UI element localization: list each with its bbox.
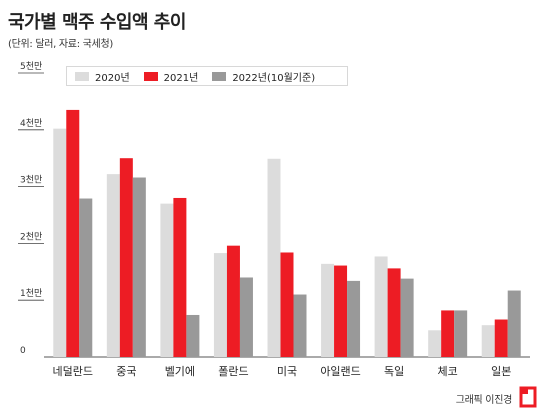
x-tick-label: 네덜란드 bbox=[53, 365, 93, 378]
bar-2022 bbox=[79, 198, 93, 357]
bar-2021 bbox=[387, 268, 401, 357]
y-tick-label: 1천만 bbox=[20, 288, 42, 299]
bar-2021 bbox=[173, 197, 187, 357]
bar-2022 bbox=[132, 177, 146, 357]
legend-swatch-2021 bbox=[143, 71, 158, 81]
y-tick-label: 4천만 bbox=[20, 118, 42, 129]
bar-2020 bbox=[106, 174, 120, 357]
y-tick-label: 3천만 bbox=[20, 175, 42, 186]
legend-item-2021: 2021년 bbox=[143, 69, 199, 84]
legend: 2020년 2021년 2022년(10월기준) bbox=[66, 66, 348, 86]
legend-label-2021: 2021년 bbox=[163, 72, 199, 84]
x-tick-label: 체코 bbox=[438, 365, 458, 378]
bar-2022 bbox=[239, 277, 253, 357]
legend-swatch-2020 bbox=[75, 71, 89, 81]
bar-2022 bbox=[347, 280, 361, 357]
x-tick-label: 폴란드 bbox=[218, 365, 248, 378]
x-tick-label: 미국 bbox=[277, 365, 297, 378]
bar-2020 bbox=[213, 253, 227, 357]
bar-2020 bbox=[53, 128, 67, 357]
bar-2021 bbox=[441, 310, 455, 357]
x-tick-label: 일본 bbox=[491, 364, 511, 378]
bar-2020 bbox=[321, 263, 335, 357]
bar-2020 bbox=[374, 256, 388, 357]
legend-item-2022: 2022년(10월기준) bbox=[212, 69, 315, 84]
x-tick-label: 중국 bbox=[116, 365, 136, 378]
x-tick-label: 벨기에 bbox=[165, 365, 195, 378]
x-tick-label: 아일랜드 bbox=[320, 364, 360, 378]
bar-2021 bbox=[334, 265, 348, 357]
bar-2021 bbox=[226, 245, 240, 357]
chart-title: 국가별 맥주 수입액 추이 bbox=[8, 12, 186, 33]
bar-2022 bbox=[507, 290, 521, 357]
x-tick-label: 독일 bbox=[384, 364, 404, 378]
bar-2020 bbox=[481, 325, 495, 357]
news-logo-icon bbox=[519, 386, 537, 408]
legend-swatch-2022 bbox=[212, 71, 227, 81]
bar-2021 bbox=[119, 158, 133, 357]
bar-2021 bbox=[280, 252, 294, 357]
y-tick-label: 5천만 bbox=[20, 61, 42, 72]
bar-2022 bbox=[454, 310, 468, 357]
bar-2021 bbox=[494, 319, 508, 357]
bar-2021 bbox=[66, 109, 80, 357]
graphic-credit: 그래픽 이진경 bbox=[455, 395, 513, 406]
legend-item-2020: 2020년 bbox=[75, 69, 130, 84]
chart-subtitle: (단위: 달러, 자료: 국세청) bbox=[8, 39, 113, 50]
legend-label-2022: 2022년(10월기준) bbox=[232, 72, 316, 84]
bar-2022 bbox=[186, 314, 200, 357]
bar-2020 bbox=[428, 330, 442, 357]
bar-2022 bbox=[400, 278, 414, 357]
y-tick-label: 0 bbox=[20, 346, 26, 356]
legend-label-2020: 2020년 bbox=[95, 72, 130, 84]
bar-2020 bbox=[267, 158, 281, 357]
y-tick-label: 2천만 bbox=[20, 231, 42, 242]
bar-2020 bbox=[160, 203, 174, 357]
bar-2022 bbox=[293, 294, 307, 357]
